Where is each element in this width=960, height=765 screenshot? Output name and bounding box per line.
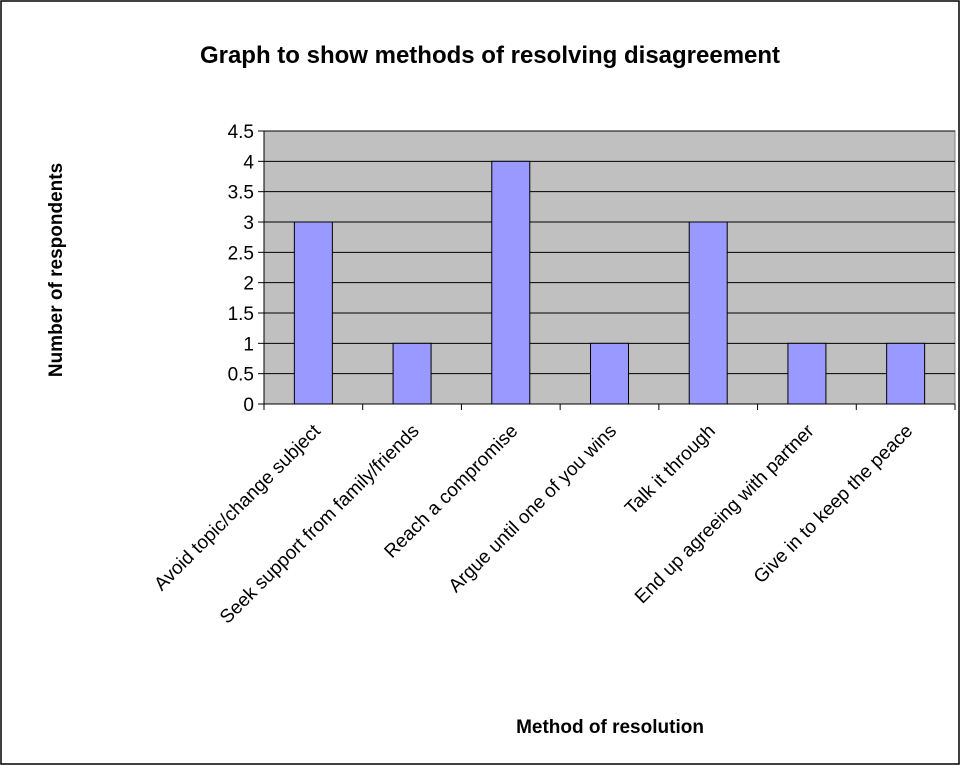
bar xyxy=(590,342,629,405)
y-tick-label: 3.5 xyxy=(228,183,254,204)
y-tick-label: 4 xyxy=(243,152,254,173)
y-axis-title: Number of respondents xyxy=(46,163,67,377)
x-axis-title: Method of resolution xyxy=(516,717,704,738)
y-tick-label: 1.5 xyxy=(228,304,254,325)
y-tick-label: 3 xyxy=(243,213,254,234)
y-tick-label: 0.5 xyxy=(228,365,254,386)
y-tick-label: 1 xyxy=(243,334,254,355)
bar xyxy=(886,342,926,405)
chart-title: Graph to show methods of resolving disag… xyxy=(200,42,780,69)
bar xyxy=(392,342,432,405)
y-tick-label: 4.5 xyxy=(228,122,254,143)
y-tick-label: 0 xyxy=(243,395,254,416)
bar xyxy=(491,160,531,405)
bar xyxy=(787,342,827,405)
bar xyxy=(688,221,728,405)
bar xyxy=(293,221,333,405)
y-tick-label: 2.5 xyxy=(228,243,254,264)
y-tick-label: 2 xyxy=(243,274,254,295)
